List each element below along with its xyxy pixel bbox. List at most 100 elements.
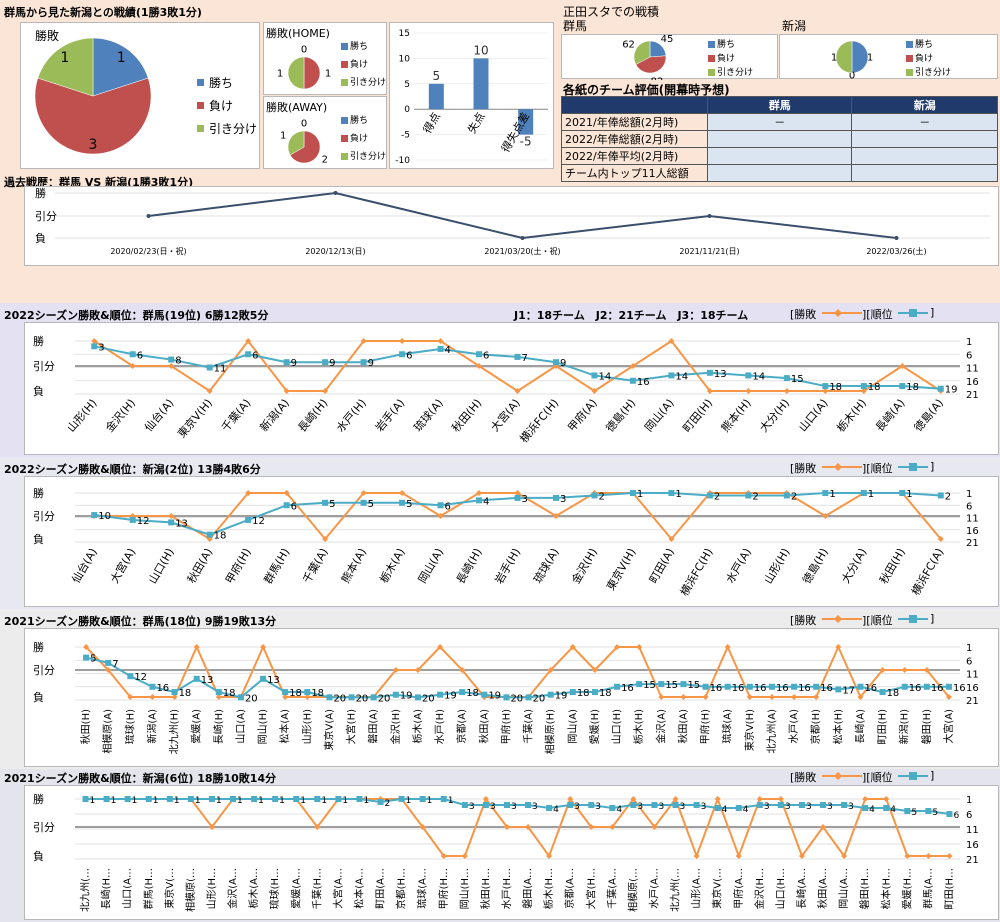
- rank-value-label: 4: [483, 496, 489, 507]
- rank-value-label: 3: [560, 494, 566, 505]
- history-y-label: 負: [35, 232, 46, 245]
- result-marker: [591, 667, 598, 673]
- legend-rank-label: ][順位: [862, 462, 893, 475]
- rank-marker: [668, 490, 675, 496]
- rank-value-label: 6: [137, 350, 143, 361]
- gunma-seiseki-pie: 45 82 62: [622, 35, 673, 80]
- bar-category-label: 失点: [465, 110, 487, 136]
- result-marker: [791, 694, 798, 700]
- rank-value-label: 6: [252, 350, 258, 361]
- pie-label-loss: 82: [651, 77, 664, 80]
- match-label: 秋田(A): [676, 709, 689, 744]
- rank-value-label: 1: [637, 489, 643, 500]
- rank-marker: [245, 351, 252, 358]
- goals-bar-panel: 15 10 5 0 -5 -10 5 得点 10 失点 -5 得失点差: [389, 22, 554, 169]
- gunma-seiseki-legend-win: 勝ち: [717, 40, 736, 50]
- result-marker: [883, 796, 890, 802]
- rank-value-label: 18: [599, 688, 612, 699]
- match-label: 町田(H…: [944, 868, 955, 909]
- rank-value-label: 19: [555, 691, 568, 702]
- match-label: 岡山(A): [416, 546, 446, 586]
- rank-marker: [835, 686, 842, 693]
- rank-value-label: 16: [621, 683, 634, 694]
- rank-marker: [658, 681, 665, 688]
- match-label: 甲府(A): [565, 396, 600, 434]
- match-label: 長崎(H): [453, 546, 485, 587]
- rank-marker: [514, 494, 521, 501]
- legend-results-line: [822, 615, 862, 623]
- rank-tick-label: 11: [966, 364, 979, 375]
- rank-value-label: 5: [368, 499, 374, 510]
- result-marker: [193, 644, 200, 650]
- match-label: 長崎(H): [295, 396, 331, 435]
- evaluation-row-label: チーム内トップ11人総額: [561, 164, 708, 182]
- rank-value-label: 13: [201, 675, 214, 686]
- result-marker: [437, 644, 444, 650]
- evaluation-row: 2021/年俸総額(2月時) －－: [561, 113, 998, 131]
- match-label: 琉球(A…: [416, 868, 429, 909]
- match-label: 秋田(H): [876, 546, 908, 587]
- evaluation-niigata-value: －: [851, 113, 998, 131]
- match-label: 水戸(H): [434, 709, 446, 744]
- match-label: 金沢(H): [389, 709, 402, 744]
- rank-value-label: 16: [798, 683, 811, 694]
- rank-value-label: 9: [368, 358, 374, 369]
- niigata-seiseki-pie: 1 0 1: [831, 40, 873, 80]
- rank-value-label: 1: [342, 796, 348, 806]
- rank-marker: [860, 383, 867, 390]
- pie-label-draw: 1: [831, 53, 837, 64]
- niigata-seiseki-legend-draw-swatch: [906, 69, 913, 76]
- match-label: 大宮(H): [345, 709, 358, 744]
- rank-value-label: 18: [868, 382, 881, 393]
- rank-marker: [145, 796, 152, 802]
- match-label: 群馬(H): [261, 546, 293, 587]
- rank-marker: [822, 490, 829, 496]
- result-marker: [923, 667, 930, 673]
- result-marker: [399, 338, 406, 344]
- rank-marker: [282, 689, 289, 696]
- result-marker: [945, 694, 952, 700]
- rank-value-label: 5: [932, 808, 938, 818]
- rank-value-label: 15: [687, 680, 700, 691]
- pie-slice-draw: [835, 40, 853, 74]
- rank-marker: [883, 805, 890, 811]
- rank-marker: [860, 490, 867, 496]
- match-label: 松本(A): [278, 709, 291, 744]
- home-legend-loss: 負け: [350, 60, 369, 70]
- match-label: 町田(A): [647, 546, 677, 586]
- rank-marker: [124, 796, 131, 802]
- season-y-label: 引分: [33, 359, 55, 373]
- bar-y-tick: 15: [399, 29, 410, 39]
- result-marker: [798, 853, 805, 859]
- rank-marker: [783, 492, 790, 499]
- rank-marker: [756, 802, 763, 808]
- rank-value-label: 15: [643, 680, 656, 691]
- away-legend-draw-swatch: [341, 153, 348, 160]
- legend-results-label: [勝敗: [790, 308, 817, 321]
- rank-marker: [693, 802, 700, 808]
- rank-value-label: 18: [214, 531, 227, 542]
- match-label: 水戸(H…: [501, 868, 513, 909]
- rank-marker: [503, 802, 510, 808]
- pie-label-loss: 2: [322, 155, 328, 166]
- match-label: 仙台(A): [69, 546, 100, 586]
- history-date-label: 2021/03/20(土・祝): [484, 246, 560, 256]
- gunma-seiseki-legend-win-swatch: [708, 41, 715, 48]
- rank-marker: [293, 796, 300, 802]
- match-label: 山形(H…: [206, 868, 218, 909]
- rank-marker: [461, 802, 468, 808]
- match-label: 大宮(A…: [331, 868, 344, 909]
- rank-marker: [822, 383, 829, 390]
- match-label: 新潟(H): [898, 709, 911, 744]
- legend-rank-line: [898, 309, 928, 317]
- legend-end-bracket: ]: [930, 612, 935, 625]
- rank-value-label: 13: [175, 518, 188, 529]
- rank-marker: [193, 675, 200, 682]
- result-marker: [668, 338, 675, 344]
- history-date-label: 2020/12/13(日): [305, 247, 365, 256]
- rank-marker: [91, 343, 98, 350]
- rank-value-label: 13: [267, 675, 280, 686]
- rank-marker: [525, 694, 532, 701]
- match-label: 甲府(H): [499, 709, 512, 744]
